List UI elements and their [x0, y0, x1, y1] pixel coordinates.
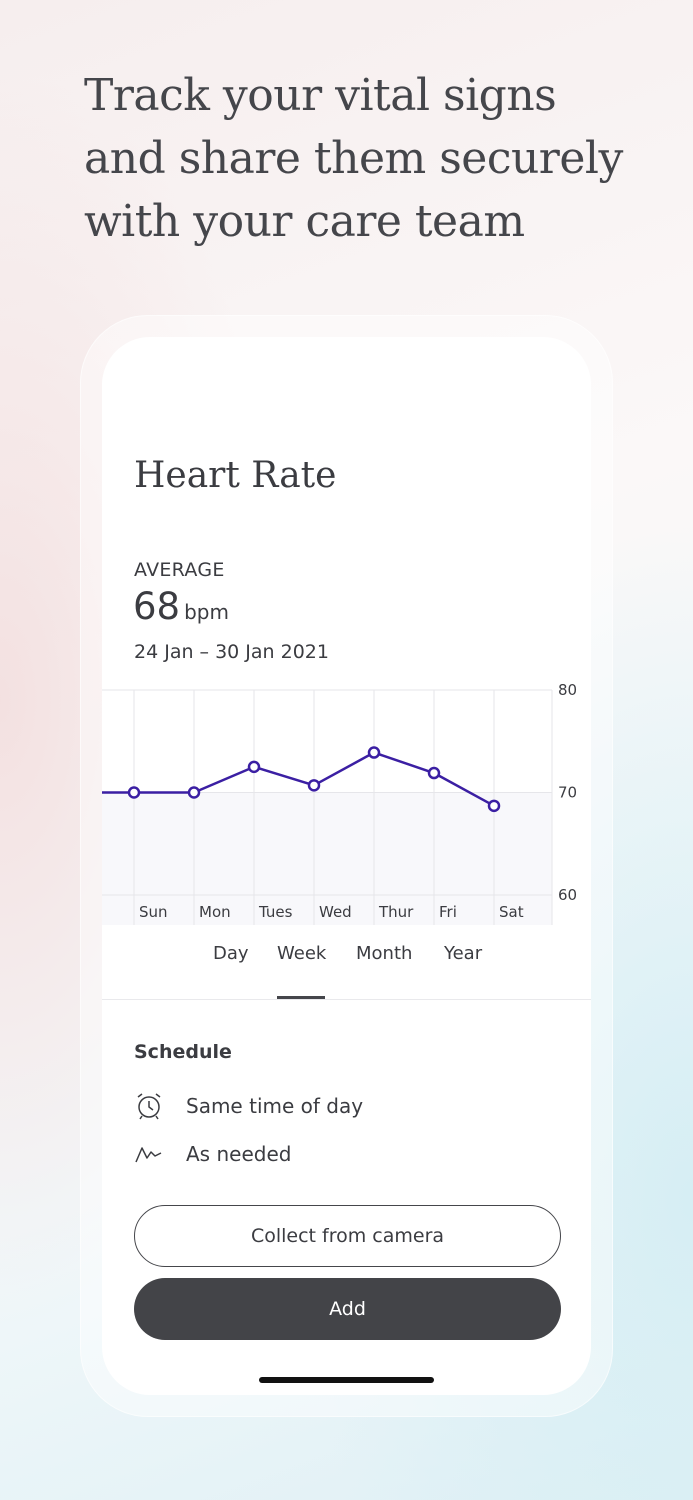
active-tab-indicator [277, 996, 325, 999]
heart-rate-chart: 80 70 60 Sun Mon Tues Wed Thur Fri Sat [102, 677, 591, 925]
y-tick-label: 80 [558, 681, 577, 699]
range-tabs: Day Week Month Year [102, 925, 591, 1000]
data-point [127, 786, 141, 799]
phone-screen: Heart Rate AVERAGE 68 bpm 24 Jan – 30 Jan… [102, 337, 591, 1395]
series-line [102, 751, 495, 807]
schedule-item-label: Same time of day [186, 1094, 364, 1118]
add-button[interactable]: Add [134, 1278, 561, 1340]
alarm-clock-icon [134, 1091, 164, 1121]
chart-lower-band [102, 792, 552, 925]
average-unit: bpm [184, 600, 229, 624]
x-tick-label: Thur [378, 903, 414, 921]
x-tick-label: Mon [199, 903, 231, 921]
y-tick-label: 70 [558, 784, 577, 802]
headline: Track your vital signs and share them se… [84, 70, 623, 247]
tab-year[interactable]: Year [444, 943, 483, 964]
data-point [247, 760, 261, 774]
schedule-title: Schedule [134, 1041, 232, 1063]
average-label: AVERAGE [134, 559, 225, 581]
zigzag-line-icon [134, 1139, 164, 1169]
schedule-item-same-time: Same time of day [134, 1091, 363, 1121]
data-point [307, 779, 321, 792]
x-tick-label: Fri [439, 903, 457, 921]
data-point [187, 786, 201, 799]
date-range: 24 Jan – 30 Jan 2021 [134, 641, 329, 663]
screen-title: Heart Rate [134, 455, 337, 496]
average-value: 68 bpm [133, 585, 229, 628]
x-tick-label: Sat [499, 903, 524, 921]
y-tick-label: 60 [558, 886, 577, 904]
data-point [367, 746, 381, 759]
x-tick-label: Sun [139, 903, 168, 921]
data-point [427, 766, 441, 780]
schedule-item-label: As needed [186, 1142, 292, 1166]
schedule-item-as-needed: As needed [134, 1139, 291, 1169]
data-point [487, 799, 501, 813]
x-tick-label: Tues [258, 903, 293, 921]
tab-day[interactable]: Day [213, 943, 249, 964]
collect-from-camera-button[interactable]: Collect from camera [134, 1205, 561, 1267]
average-number: 68 [133, 585, 181, 628]
home-indicator [259, 1377, 434, 1383]
x-tick-label: Wed [319, 903, 352, 921]
tab-month[interactable]: Month [356, 943, 413, 964]
tab-week[interactable]: Week [277, 943, 327, 964]
chart-svg: 80 70 60 Sun Mon Tues Wed Thur Fri Sat [102, 681, 577, 925]
